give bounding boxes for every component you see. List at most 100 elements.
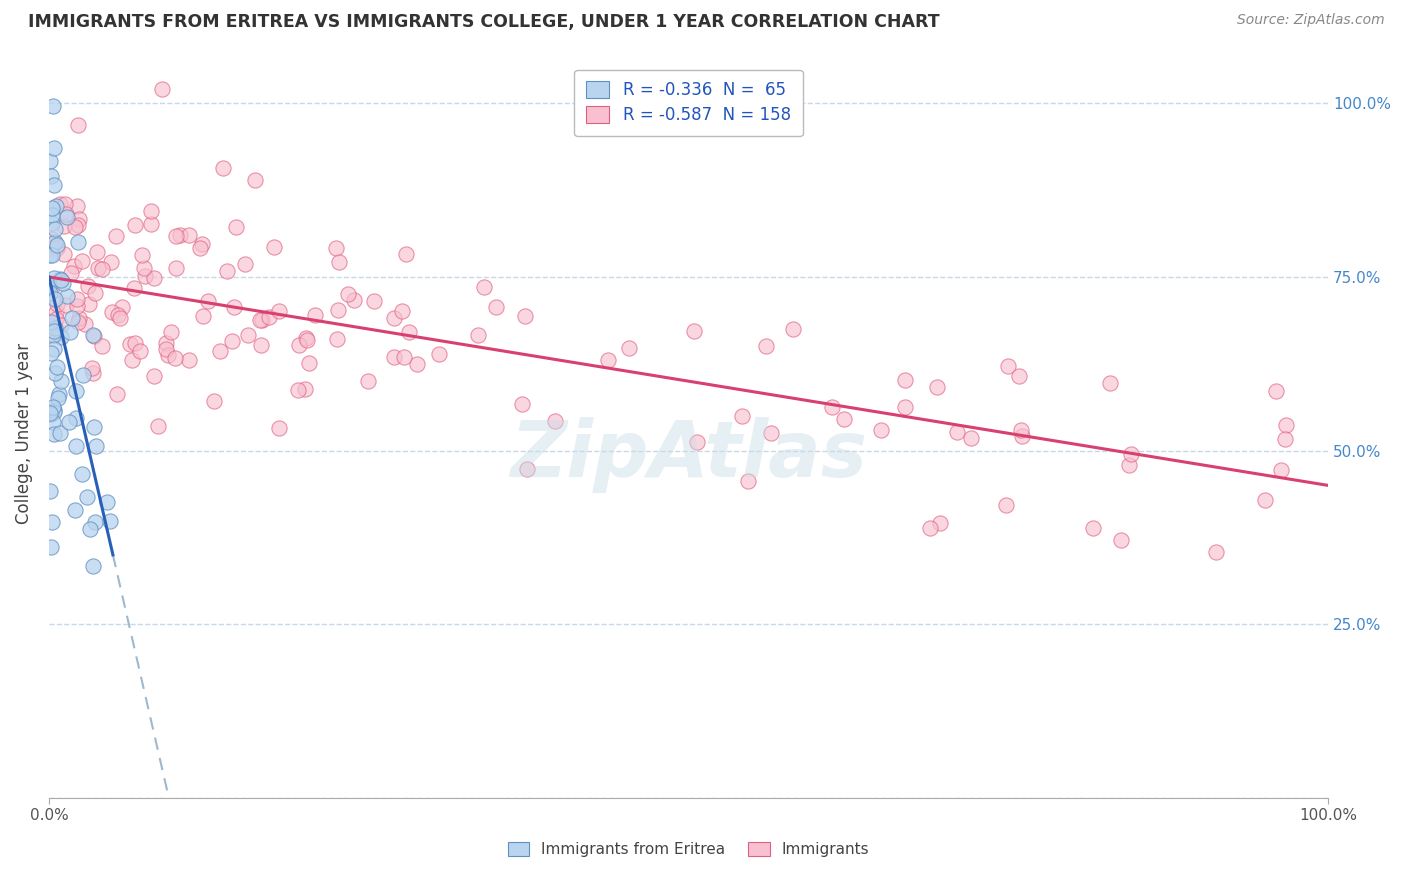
Point [869, 423, 891, 437]
Point [325, 241, 347, 255]
Point [42, 141, 65, 155]
Point [121, 353, 143, 368]
Point [287, 384, 309, 398]
Point [221, 334, 243, 349]
Point [65, 411, 87, 425]
Point [1008, 368, 1031, 383]
Point [41, 407, 63, 421]
Point [737, 474, 759, 488]
Point [39, 169, 62, 184]
Point [82, 361, 104, 376]
Point [53, 247, 76, 261]
Point [39, 315, 62, 329]
Point [294, 382, 316, 396]
Point [56, 289, 79, 303]
Point [893, 373, 915, 387]
Point [212, 161, 235, 175]
Point [41, 238, 63, 252]
Point [44, 327, 66, 342]
Point [41, 99, 63, 113]
Point [55, 298, 77, 312]
Point [165, 229, 187, 244]
Point [215, 264, 238, 278]
Point [155, 342, 177, 356]
Point [994, 498, 1017, 512]
Point [131, 248, 153, 262]
Point [139, 204, 162, 219]
Point [150, 82, 173, 96]
Point [87, 261, 110, 276]
Point [45, 311, 67, 326]
Point [179, 228, 201, 243]
Point [820, 401, 842, 415]
Point [77, 279, 100, 293]
Text: Source: ZipAtlas.com: Source: ZipAtlas.com [1237, 13, 1385, 28]
Point [63, 259, 86, 273]
Point [294, 331, 316, 345]
Point [139, 218, 162, 232]
Point [67, 235, 90, 249]
Point [108, 310, 131, 325]
Point [169, 227, 191, 242]
Point [38, 248, 60, 262]
Point [267, 303, 290, 318]
Point [177, 352, 200, 367]
Point [66, 219, 89, 233]
Point [104, 229, 127, 244]
Point [427, 347, 450, 361]
Point [49, 330, 72, 344]
Point [134, 268, 156, 283]
Point [304, 308, 326, 322]
Point [41, 242, 63, 256]
Point [44, 367, 66, 381]
Point [250, 312, 273, 326]
Point [65, 384, 87, 398]
Point [1274, 432, 1296, 446]
Point [1098, 376, 1121, 391]
Point [100, 305, 122, 319]
Point [249, 313, 271, 327]
Point [100, 255, 122, 269]
Point [67, 310, 90, 325]
Point [1011, 429, 1033, 443]
Point [343, 293, 366, 307]
Point [485, 300, 508, 314]
Text: ZipAtlas: ZipAtlas [510, 417, 868, 493]
Point [1275, 418, 1298, 433]
Point [38, 483, 60, 498]
Point [75, 317, 97, 331]
Point [925, 380, 948, 394]
Point [86, 439, 108, 453]
Point [1109, 533, 1132, 547]
Point [45, 305, 67, 319]
Point [960, 431, 983, 445]
Point [516, 462, 538, 476]
Point [41, 400, 63, 414]
Point [142, 368, 165, 383]
Point [58, 325, 80, 339]
Point [245, 172, 267, 186]
Point [41, 346, 63, 360]
Point [49, 273, 72, 287]
Point [41, 280, 63, 294]
Point [53, 197, 76, 211]
Point [598, 352, 620, 367]
Point [70, 254, 93, 268]
Point [44, 403, 66, 417]
Point [143, 271, 166, 285]
Point [398, 326, 420, 340]
Point [156, 348, 179, 362]
Point [65, 292, 87, 306]
Point [298, 356, 321, 370]
Point [60, 310, 83, 325]
Point [105, 387, 128, 401]
Point [51, 374, 73, 388]
Point [997, 359, 1019, 373]
Point [44, 342, 66, 356]
Point [45, 241, 67, 255]
Point [120, 337, 142, 351]
Point [233, 257, 256, 271]
Point [66, 299, 89, 313]
Point [202, 394, 225, 409]
Point [72, 368, 94, 383]
